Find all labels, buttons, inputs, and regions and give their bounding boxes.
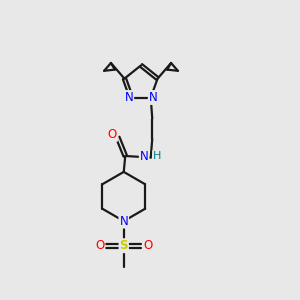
Text: N: N bbox=[124, 91, 133, 104]
Text: N: N bbox=[149, 91, 158, 104]
Text: O: O bbox=[108, 128, 117, 141]
Text: O: O bbox=[143, 239, 152, 252]
Text: N: N bbox=[119, 214, 128, 228]
Text: S: S bbox=[119, 239, 128, 252]
Text: H: H bbox=[153, 151, 161, 161]
Text: N: N bbox=[140, 149, 148, 163]
Text: O: O bbox=[95, 239, 104, 252]
